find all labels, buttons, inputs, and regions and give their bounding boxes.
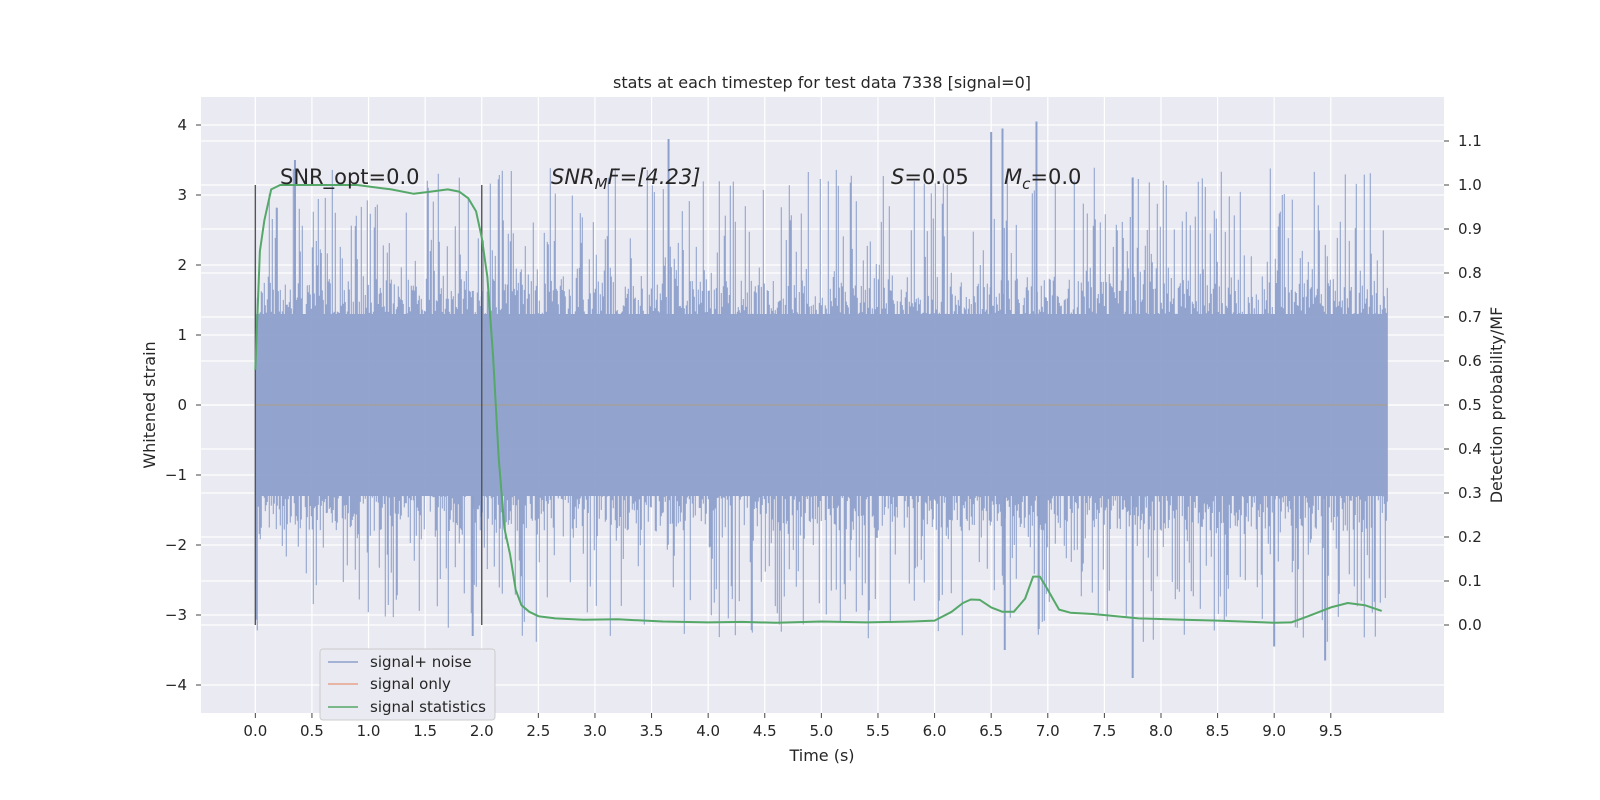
y2-tick-label: 0.3: [1458, 484, 1482, 502]
tick-labels: 0.0 0.5 1.0 1.5 2.0 2.5 3.0 3.5 4.0 4.5 5.0 5.5 6.0 6…: [165, 116, 1482, 740]
y-tick-label: 2: [177, 256, 187, 274]
x-tick-label: 7.5: [1092, 722, 1116, 740]
x-tick-label: 6.5: [979, 722, 1003, 740]
x-tick-label: 0.0: [243, 722, 267, 740]
y-tick-label: −1: [165, 466, 187, 484]
legend-label-signal: signal only: [370, 675, 451, 693]
y2-tick-label: 0.6: [1458, 352, 1482, 370]
x-tick-label: 4.0: [696, 722, 720, 740]
y2-axis-label: Detection probability/MF: [1487, 307, 1506, 504]
legend-label-noise: signal+ noise: [370, 653, 472, 671]
y2-tick-label: 1.0: [1458, 176, 1482, 194]
y-tick-label: 1: [177, 326, 187, 344]
x-tick-label: 4.5: [753, 722, 777, 740]
annotation-s: S=0.05: [891, 165, 969, 189]
x-tick-label: 9.5: [1319, 722, 1343, 740]
y-tick-label: 4: [177, 116, 187, 134]
y-tick-label: −2: [165, 536, 187, 554]
line-series: [254, 184, 1388, 625]
x-tick-label: 8.0: [1149, 722, 1173, 740]
y2-tick-label: 0.1: [1458, 572, 1482, 590]
y2-tick-label: 0.2: [1458, 528, 1482, 546]
y2-tick-label: 0.7: [1458, 308, 1482, 326]
x-tick-label: 9.0: [1262, 722, 1286, 740]
x-axis-label: Time (s): [788, 746, 854, 765]
legend-box: [319, 648, 496, 721]
y-tick-label: 3: [177, 186, 187, 204]
y-axis-label: Whitened strain: [140, 341, 159, 468]
x-tick-label: 2.0: [470, 722, 494, 740]
annotation-snr-mf: SNRMF=[4.23]: [551, 165, 700, 193]
annotation-mc: Mc=0.0: [1004, 165, 1081, 193]
x-tick-label: 7.0: [1036, 722, 1060, 740]
y2-tick-label: 0.0: [1458, 616, 1482, 634]
x-tick-label: 5.5: [866, 722, 890, 740]
annotation-snr-opt: SNR_opt=0.0: [280, 165, 420, 190]
y-tick-label: −3: [165, 606, 187, 624]
signal-statistics-line: [254, 184, 1383, 624]
x-tick-label: 1.5: [413, 722, 437, 740]
y2-tick-label: 0.9: [1458, 220, 1482, 238]
chart-title: stats at each timestep for test data 733…: [613, 73, 1031, 92]
y2-tick-label: 0.5: [1458, 396, 1482, 414]
x-tick-label: 3.0: [583, 722, 607, 740]
x-tick-label: 5.0: [809, 722, 833, 740]
y2-tick-label: 0.4: [1458, 440, 1482, 458]
legend-label-stats: signal statistics: [370, 698, 486, 716]
x-tick-label: 8.5: [1206, 722, 1230, 740]
legend: signal+ noise signal only signal statist…: [319, 648, 496, 721]
x-tick-label: 0.5: [300, 722, 324, 740]
x-tick-label: 1.0: [357, 722, 381, 740]
y2-tick-label: 1.1: [1458, 132, 1482, 150]
x-tick-label: 3.5: [640, 722, 664, 740]
noise-series: [254, 121, 1388, 678]
x-tick-label: 2.5: [526, 722, 550, 740]
y-tick-label: 0: [177, 396, 187, 414]
y-tick-label: −4: [165, 676, 187, 694]
x-tick-label: 6.0: [923, 722, 947, 740]
y2-tick-label: 0.8: [1458, 264, 1482, 282]
